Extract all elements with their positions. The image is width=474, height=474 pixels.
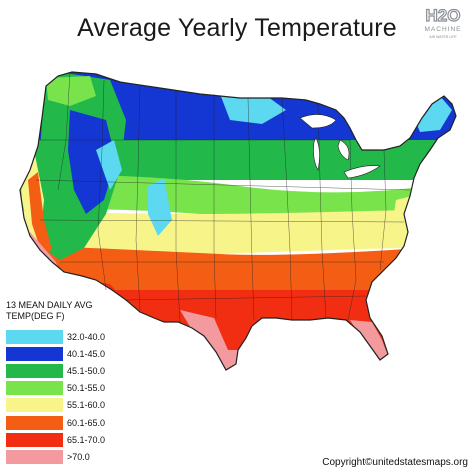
colorado-cold-zone — [148, 178, 172, 236]
rockies-cold-zone — [96, 140, 122, 190]
legend-item: 60.1-65.0 — [6, 414, 146, 431]
legend-label: 65.1-70.0 — [67, 434, 106, 445]
legend-item: 55.1-60.0 — [6, 397, 146, 414]
legend-title: 13 MEAN DAILY AVG TEMP(DEG F) — [6, 300, 93, 321]
legend-swatch — [6, 363, 63, 378]
us-outline — [19, 71, 457, 371]
legend-label: 40.1-45.0 — [67, 348, 106, 359]
california-valley-warm — [28, 172, 52, 254]
h2o-machine-logo-icon: H2O MACHINE AIR WATER LIFE — [425, 5, 462, 39]
map-title: Average Yearly Temperature — [77, 14, 397, 42]
legend-swatch — [6, 415, 63, 430]
lake-michigan — [313, 137, 320, 171]
logo-main-text: H2O — [426, 6, 461, 25]
logo-tagline-text: AIR WATER LIFE — [429, 35, 457, 39]
legend-item: 65.1-70.0 — [6, 431, 146, 448]
legend-item: 45.1-50.0 — [6, 362, 146, 379]
band-55-60 — [20, 208, 456, 255]
legend-swatch — [6, 432, 63, 447]
legend-swatch — [6, 329, 63, 344]
legend-label: 45.1-50.0 — [67, 365, 106, 376]
copyright-text: Copyright©unitedstatesmaps.org — [322, 457, 468, 468]
legend-label: >70.0 — [67, 451, 90, 462]
lake-erie — [343, 165, 381, 179]
legend-item: 32.0-40.0 — [6, 328, 146, 345]
rocky-mountains — [68, 110, 116, 214]
logo-sub-text: MACHINE — [425, 26, 462, 33]
legend-swatch — [6, 398, 63, 413]
minnesota-cold-zone — [220, 94, 286, 124]
state-borders — [35, 71, 411, 323]
legend-item: 50.1-55.0 — [6, 380, 146, 397]
band-50-55 — [20, 175, 456, 218]
florida-peninsula-hot — [350, 320, 388, 360]
legend-swatch — [6, 346, 63, 361]
lake-huron — [337, 139, 350, 161]
legend-label: 60.1-65.0 — [67, 417, 106, 428]
legend-item: >70.0 — [6, 448, 146, 465]
legend-label: 55.1-60.0 — [67, 400, 106, 411]
temperature-legend: 13 MEAN DAILY AVG TEMP(DEG F) 32.0-40.0 … — [6, 300, 146, 466]
legend-label: 32.0-40.0 — [67, 331, 106, 342]
legend-item: 40.1-45.0 — [6, 345, 146, 362]
legend-swatch — [6, 449, 63, 464]
band-60-65 — [20, 244, 456, 298]
pacific-northwest-coast — [46, 76, 96, 106]
south-texas-hot — [180, 310, 236, 370]
legend-swatch — [6, 381, 63, 396]
legend-label: 50.1-55.0 — [67, 383, 106, 394]
lake-superior — [299, 114, 337, 129]
